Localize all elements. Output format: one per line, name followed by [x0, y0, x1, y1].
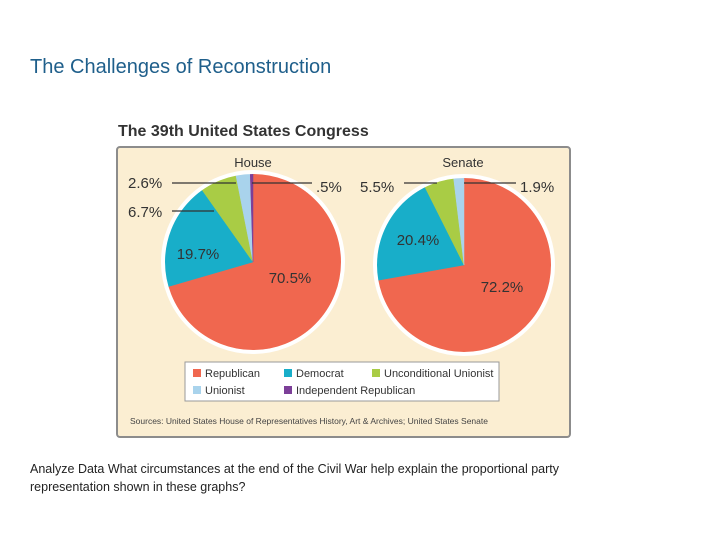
house-label-unionist: 2.6% — [128, 175, 162, 192]
legend-item-republican: Republican — [193, 368, 260, 380]
legend-swatch-unconditional-unionist — [372, 369, 380, 377]
source-note: Sources: United States House of Represen… — [130, 416, 488, 426]
senate-label-unconditional-unionist: 5.5% — [360, 179, 394, 196]
legend-item-unconditional-unionist: Unconditional Unionist — [372, 368, 493, 380]
leader-lines — [172, 182, 516, 212]
legend-label-republican: Republican — [205, 368, 260, 380]
legend-label-democrat: Democrat — [296, 368, 344, 380]
house-slice-republican — [168, 173, 342, 351]
senate-slice-democrat — [376, 186, 465, 281]
legend-label-independent-republican: Independent Republican — [296, 385, 415, 397]
chart-panel: House 70.5% 19.7% 6.7% 2.6% .5% Senate 72.2% 20.… — [116, 146, 571, 438]
legend-item-independent-republican: Independent Republican — [284, 385, 415, 397]
data-labels: House 70.5% 19.7% 6.7% 2.6% .5% Senate 72.2% 20.… — [128, 155, 554, 296]
legend-box — [184, 361, 500, 402]
chart-title: The 39th United States Congress — [118, 123, 369, 140]
house-pie-title: House — [234, 155, 272, 170]
question-text: What circumstances at the end of the Civ… — [30, 462, 559, 494]
house-label-republican: 70.5% — [269, 270, 312, 287]
legend-swatch-democrat — [284, 369, 292, 377]
senate-label-republican: 72.2% — [481, 279, 524, 296]
discussion-question: Analyze Data What circumstances at the e… — [30, 460, 630, 496]
legend-label-unconditional-unionist: Unconditional Unionist — [384, 368, 493, 380]
legend-swatch-independent-republican — [284, 386, 292, 394]
house-pie-rim — [161, 170, 345, 354]
senate-label-unionist: 1.9% — [520, 179, 554, 196]
house-pie — [161, 170, 345, 354]
senate-slice-republican — [378, 177, 552, 353]
senate-pie-title: Senate — [442, 155, 483, 170]
legend-swatch-unionist — [193, 386, 201, 394]
legend-item-democrat: Democrat — [284, 368, 344, 380]
house-label-unconditional-unionist: 6.7% — [128, 204, 162, 221]
senate-pie-rim — [373, 174, 555, 356]
question-prefix: Analyze Data — [30, 462, 105, 476]
house-label-independent-republican: .5% — [316, 179, 342, 196]
legend-label-unionist: Unionist — [205, 385, 245, 397]
house-label-democrat: 19.7% — [177, 246, 220, 263]
legend-swatch-republican — [193, 369, 201, 377]
legend-item-unionist: Unionist — [193, 385, 245, 397]
senate-label-democrat: 20.4% — [397, 232, 440, 249]
senate-pie — [373, 174, 555, 356]
legend: Republican Democrat Unconditional Unionist… — [193, 368, 493, 397]
slide-title: The Challenges of Reconstruction — [30, 56, 332, 78]
